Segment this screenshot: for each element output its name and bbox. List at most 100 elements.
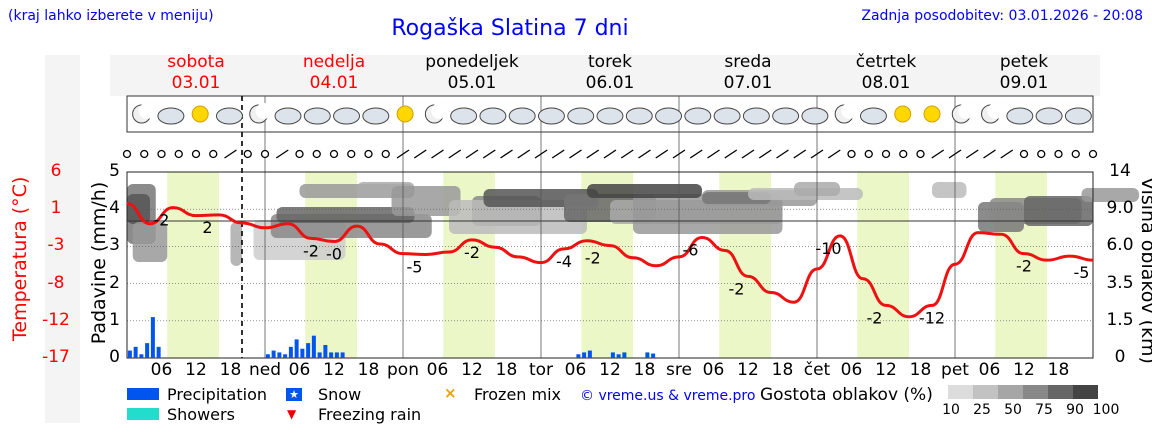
day-date: 04.01 <box>309 73 359 93</box>
calm-wind-icon <box>209 149 218 159</box>
calm-wind-icon <box>347 149 356 159</box>
time-tick-label: 12 <box>737 360 759 380</box>
precipitation-bar <box>645 352 650 358</box>
cloud-cover-tick: 25 <box>973 402 991 418</box>
calm-wind-icon <box>1037 149 1046 159</box>
wind-barb-icon <box>1000 149 1014 159</box>
cloud-icon <box>742 107 770 125</box>
cloud-icon <box>1035 107 1063 125</box>
calm-wind-icon <box>329 149 339 159</box>
cloud-icon <box>450 107 478 125</box>
cloud-icon <box>625 107 653 125</box>
precipitation-bar <box>156 346 161 358</box>
cloud-icon <box>1064 107 1092 125</box>
precipitation-bar <box>323 344 328 358</box>
moon-shadow <box>138 103 155 119</box>
legend-frozen-mix: Frozen mix <box>474 385 562 404</box>
calm-wind-icon <box>847 149 856 159</box>
time-tick-label: pet <box>941 360 969 380</box>
day-name: sreda <box>724 52 772 72</box>
wind-barb-icon <box>569 149 582 159</box>
precipitation-bar <box>311 335 316 358</box>
cloud-icon <box>567 107 595 125</box>
temperature-value-label: -2 <box>1016 257 1032 276</box>
time-tick-label: 06 <box>150 360 173 380</box>
wind-barb-icon <box>672 149 686 159</box>
wind-barb-icon <box>827 149 841 159</box>
precipitation-bar <box>582 352 587 358</box>
precipitation-bar <box>271 350 276 358</box>
day-date: 08.01 <box>861 73 911 93</box>
temperature-value-label: -10 <box>815 239 841 258</box>
calm-wind-icon <box>899 149 908 159</box>
credit-link[interactable]: © vreme.us & vreme.pro <box>580 388 756 404</box>
time-tick-label: 12 <box>323 360 345 380</box>
precipitation-bar <box>300 348 305 358</box>
day-name: nedelja <box>302 52 366 72</box>
temperature-value-label: -2 <box>867 308 883 327</box>
precipitation-bar <box>334 352 339 358</box>
sun-icon <box>396 105 414 123</box>
wind-barb-icon <box>793 149 807 159</box>
precipitation-bar <box>294 339 299 358</box>
precipitation-bar <box>317 352 322 358</box>
cloud-cover-swatch <box>1023 385 1048 399</box>
day-header: četrtek 08.01 <box>816 52 956 94</box>
precipitation-bar <box>145 343 150 358</box>
time-tick-label: tor <box>528 360 554 380</box>
axis-tick-label: 0 <box>109 347 120 367</box>
wind-barb-icon <box>482 149 496 159</box>
calm-wind-icon <box>1054 149 1063 159</box>
wind-barb-icon <box>810 149 824 159</box>
day-date: 07.01 <box>723 73 773 93</box>
time-tick-label: čet <box>803 360 831 380</box>
wind-barb-icon <box>689 149 703 159</box>
cloud-cover-swatch <box>948 385 973 399</box>
cloud-cover-swatch <box>1048 385 1073 399</box>
wind-barb-icon <box>758 149 772 159</box>
temperature-value-label: -5 <box>407 257 423 276</box>
sun-icon <box>923 105 941 123</box>
moon-shadow <box>255 103 272 119</box>
axis-tick-label: 6.0 <box>1106 235 1134 256</box>
calm-wind-icon <box>295 149 304 159</box>
daylight-band <box>305 172 357 358</box>
cloud-icon <box>713 107 741 125</box>
temperature-value-label: -12 <box>919 308 945 327</box>
axis-tick-label: -8 <box>47 272 65 293</box>
cloud-cover-label: Gostota oblakov (%) <box>760 385 933 405</box>
wind-barb-icon <box>534 149 548 159</box>
cloud-cover-tick: 100 <box>1092 402 1120 418</box>
cloud-cover-block <box>230 222 242 266</box>
temperature-value-label: -2 <box>303 241 319 260</box>
temperature-value-label: -2 <box>154 211 170 230</box>
calm-wind-icon <box>140 149 149 159</box>
precipitation-bar <box>576 354 581 358</box>
temperature-value-label: -2 <box>729 279 745 298</box>
axis-tick-label: 6 <box>50 161 62 181</box>
day-name: torek <box>588 52 632 72</box>
time-tick-label: 18 <box>219 360 242 380</box>
time-tick-label: 06 <box>426 360 449 380</box>
axis-tick-label: -12 <box>42 309 70 330</box>
calm-wind-icon <box>191 149 201 159</box>
wind-barb-icon <box>586 149 600 159</box>
day-name: petek <box>999 52 1049 72</box>
sun-icon <box>191 105 209 123</box>
cloud-cover-tick: 10 <box>942 402 960 418</box>
precipitation-bar <box>150 317 155 358</box>
legend-freezing-rain: Freezing rain <box>318 405 422 424</box>
daylight-band <box>167 172 219 358</box>
cloud-cover-swatch <box>998 385 1023 399</box>
cloud-icon <box>772 107 800 125</box>
precipitation-bar <box>587 350 592 358</box>
legend-snow: Snow <box>318 385 362 404</box>
cloud-cover-block <box>276 207 415 223</box>
axis-tick-label: 14 <box>1109 161 1131 181</box>
cloud-cover-block <box>587 184 702 198</box>
cloud-cover-block <box>449 200 587 234</box>
snow-icon: ★ <box>286 388 302 401</box>
showers-swatch <box>127 408 159 420</box>
cloud-icon <box>479 107 507 125</box>
wind-barb-icon <box>741 149 755 159</box>
